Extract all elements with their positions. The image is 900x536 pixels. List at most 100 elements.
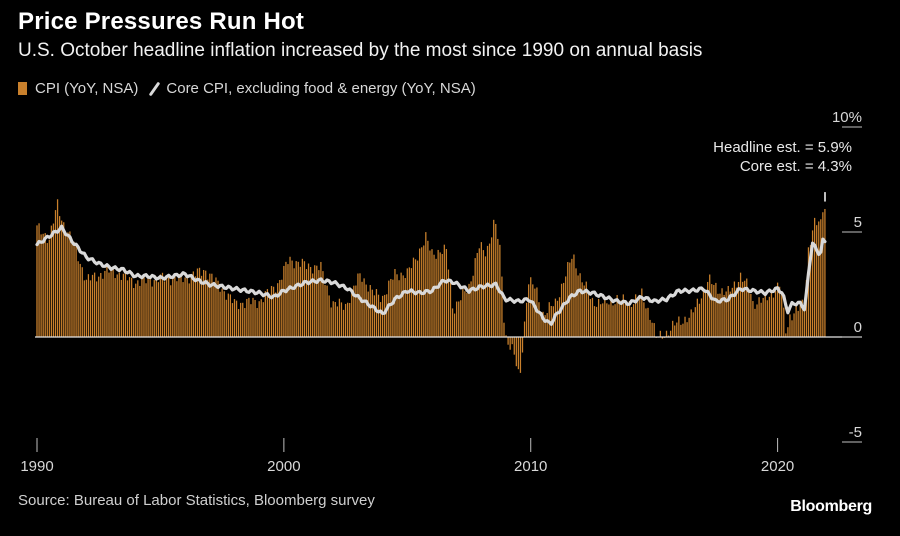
cpi-bar bbox=[807, 247, 810, 337]
cpi-bar bbox=[400, 272, 402, 337]
cpi-bar bbox=[295, 261, 297, 337]
cpi-bar bbox=[254, 299, 256, 337]
cpi-bar bbox=[558, 297, 561, 337]
cpi-bar bbox=[186, 276, 188, 337]
cpi-bar bbox=[361, 281, 363, 337]
cpi-bar bbox=[482, 250, 485, 337]
cpi-bar bbox=[645, 308, 647, 337]
cpi-bar bbox=[344, 303, 347, 337]
cpi-bar bbox=[182, 282, 184, 337]
cpi-bar bbox=[50, 225, 53, 337]
cpi-bar bbox=[575, 268, 577, 337]
cpi-bar bbox=[71, 242, 73, 337]
cpi-bar bbox=[462, 288, 464, 337]
cpi-bar bbox=[814, 217, 816, 337]
cpi-bar bbox=[616, 295, 618, 337]
cpi-bar bbox=[114, 278, 116, 337]
headline-estimate-label: Headline est. = 5.9% bbox=[713, 139, 852, 156]
cpi-bar bbox=[818, 221, 820, 337]
cpi-bar bbox=[96, 281, 98, 337]
cpi-bar bbox=[449, 282, 452, 337]
cpi-bar bbox=[61, 220, 63, 337]
cpi-bar bbox=[672, 320, 674, 337]
cpi-bar bbox=[696, 298, 698, 337]
cpi-bar bbox=[281, 279, 283, 337]
cpi-bar bbox=[213, 281, 215, 337]
cpi-bar bbox=[746, 278, 748, 337]
cpi-bar bbox=[172, 278, 174, 337]
cpi-bar bbox=[700, 298, 703, 337]
cpi-bar bbox=[776, 282, 779, 337]
cpi-bar bbox=[367, 291, 369, 337]
y-tick-label: -5 bbox=[849, 424, 862, 441]
cpi-bar bbox=[425, 232, 427, 337]
cpi-bar bbox=[262, 302, 264, 337]
cpi-bar bbox=[466, 293, 468, 337]
cpi-bar bbox=[38, 223, 40, 337]
cpi-bar bbox=[314, 265, 316, 337]
legend: CPI (YoY, NSA) Core CPI, excluding food … bbox=[18, 80, 476, 97]
cpi-bar bbox=[402, 275, 404, 337]
cpi-bar bbox=[441, 253, 443, 337]
cpi-bar bbox=[595, 306, 598, 337]
cpi-bar bbox=[133, 288, 135, 337]
cpi-bar bbox=[209, 273, 211, 337]
cpi-bar bbox=[89, 280, 92, 337]
cpi-bar bbox=[128, 277, 131, 337]
cpi-bar bbox=[427, 240, 429, 337]
cpi-bar bbox=[223, 291, 225, 337]
cpi-bar bbox=[277, 283, 279, 337]
cpi-bar bbox=[258, 301, 260, 337]
cpi-bar bbox=[297, 261, 299, 337]
cpi-bar bbox=[83, 280, 85, 337]
cpi-bar bbox=[789, 314, 791, 337]
cpi-bar bbox=[305, 269, 308, 337]
cpi-bar bbox=[803, 306, 805, 337]
cpi-bar bbox=[110, 267, 112, 337]
cpi-bar bbox=[460, 300, 462, 337]
cpi-bar bbox=[316, 265, 318, 337]
cpi-bar bbox=[188, 283, 190, 337]
cpi-bar bbox=[388, 280, 390, 337]
cpi-bar bbox=[737, 281, 740, 337]
cpi-bar bbox=[307, 263, 310, 337]
cpi-bar bbox=[159, 274, 162, 337]
cpi-bar bbox=[581, 282, 583, 337]
cpi-bar bbox=[711, 284, 713, 337]
cpi-bar bbox=[606, 303, 608, 337]
cpi-bar bbox=[674, 325, 676, 337]
cpi-bar bbox=[87, 274, 90, 337]
cpi-bar bbox=[511, 337, 513, 345]
cpi-bar bbox=[678, 316, 680, 337]
core-estimate-label: Core est. = 4.3% bbox=[740, 158, 852, 175]
cpi-bar bbox=[340, 302, 343, 337]
cpi-bar bbox=[649, 319, 651, 337]
cpi-bar bbox=[793, 313, 795, 337]
cpi-bar bbox=[151, 286, 153, 337]
cpi-bar bbox=[285, 261, 287, 337]
cpi-bar bbox=[91, 274, 94, 337]
cpi-bar bbox=[69, 231, 71, 337]
cpi-bar bbox=[176, 281, 178, 337]
cpi-bar bbox=[641, 288, 643, 337]
cpi-bar bbox=[750, 293, 752, 337]
cpi-bar bbox=[155, 276, 157, 337]
cpi-bar bbox=[279, 280, 281, 337]
cpi-bar bbox=[357, 273, 359, 337]
cpi-bar bbox=[250, 304, 252, 337]
cpi-bar bbox=[608, 304, 610, 337]
cpi-bar bbox=[303, 261, 306, 337]
cpi-bar bbox=[104, 270, 106, 337]
cpi-bar bbox=[102, 278, 104, 337]
cpi-bar bbox=[168, 277, 170, 337]
cpi-bar bbox=[386, 294, 388, 337]
y-tick-label: 0 bbox=[854, 319, 862, 336]
cpi-bar bbox=[480, 242, 482, 337]
cpi-bar bbox=[58, 216, 61, 337]
cpi-bar bbox=[688, 317, 690, 337]
cpi-bar bbox=[293, 268, 295, 337]
cpi-bar bbox=[359, 273, 361, 337]
cpi-bar bbox=[264, 291, 266, 337]
y-tick-label: 5 bbox=[854, 214, 862, 231]
cpi-bar bbox=[137, 280, 139, 337]
